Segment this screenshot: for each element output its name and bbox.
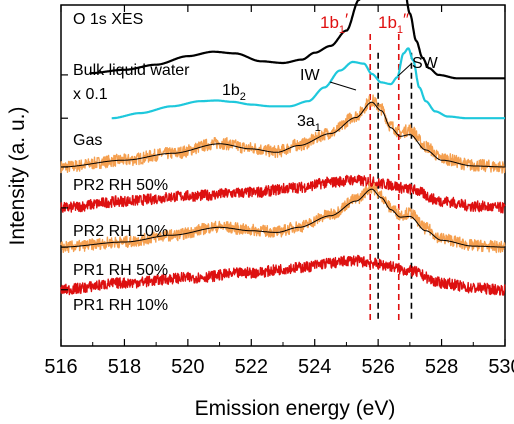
annotation-1b2: 1b2	[222, 82, 246, 103]
x-tick-label-528: 528	[425, 356, 458, 378]
series-pr1-rh-10-	[60, 254, 506, 296]
label-gas: Gas	[73, 132, 102, 149]
iw-pointer	[329, 81, 357, 91]
label-pr1-50: PR1 RH 50%	[73, 262, 168, 279]
series-gas	[111, 47, 506, 120]
x-tick-label-516: 516	[44, 356, 77, 378]
x-tick-label-526: 526	[361, 356, 394, 378]
label-bulk-line2: x 0.1	[73, 86, 108, 103]
series-layer	[60, 0, 506, 296]
ticks-layer: 516 518 520 522 524 526 528 530	[44, 5, 514, 378]
x-tick-label-520: 520	[171, 356, 204, 378]
x-tick-label-524: 524	[298, 356, 331, 378]
label-pr1-10: PR1 RH 10%	[73, 297, 168, 314]
label-bulk-line1: Bulk liquid water	[73, 62, 190, 79]
series-bulk-liquid-water-x-0-1	[89, 0, 506, 80]
annotation-1b1-prime: 1b1′	[320, 10, 348, 36]
sw-pointer	[397, 63, 412, 77]
series-pr2-rh-50-	[60, 94, 506, 174]
x-tick-label-522: 522	[235, 356, 268, 378]
series-pr1-rh-50-fit	[61, 188, 505, 248]
series-pr2-rh-10-	[60, 174, 506, 214]
label-pr2-10: PR2 RH 10%	[73, 223, 168, 240]
annotation-3a1: 3a1	[297, 113, 321, 134]
y-axis-label: Intensity (a. u.)	[6, 107, 29, 246]
x-tick-label-518: 518	[108, 356, 141, 378]
annotation-sw: SW	[412, 55, 439, 72]
annotation-iw: IW	[300, 67, 320, 84]
x-tick-label-530: 530	[488, 356, 514, 378]
annotation-1b1-double-prime: 1b1″	[378, 10, 409, 36]
plot-border	[60, 4, 506, 347]
plot-frame	[60, 4, 506, 347]
series-pr2-rh-50-fit	[61, 101, 505, 168]
label-pr2-50: PR2 RH 50%	[73, 177, 168, 194]
chart-title: O 1s XES	[73, 11, 143, 28]
x-axis-label: Emission energy (eV)	[195, 397, 396, 420]
